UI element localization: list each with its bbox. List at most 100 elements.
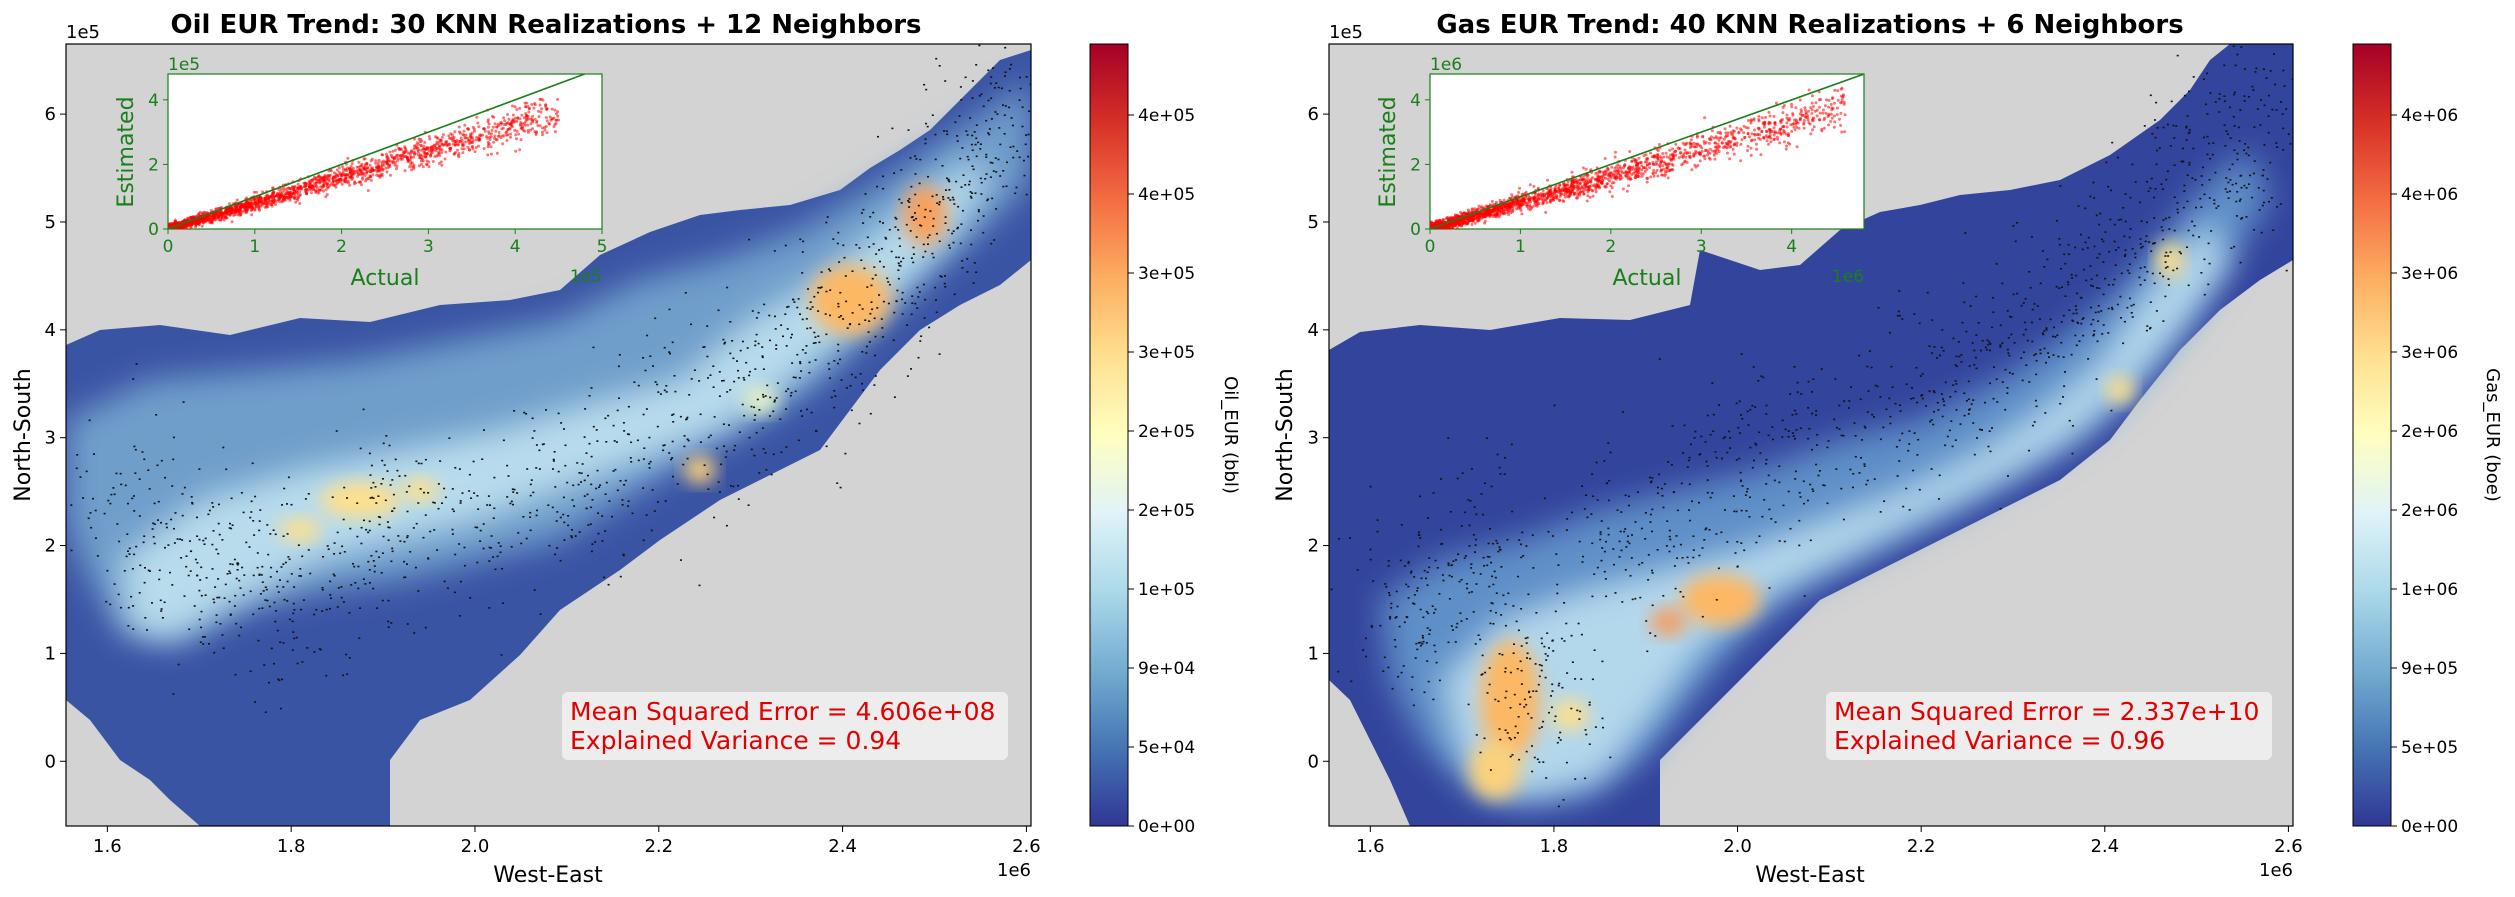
well-point: [513, 488, 516, 491]
scatter-point: [556, 97, 559, 101]
well-point: [961, 260, 964, 262]
well-point: [1574, 678, 1577, 680]
well-point: [451, 528, 454, 531]
well-point: [992, 170, 995, 172]
well-point: [1630, 557, 1633, 559]
well-point: [506, 464, 509, 467]
scatter-point: [366, 189, 370, 193]
well-point: [1466, 587, 1469, 590]
well-point: [2235, 200, 2238, 203]
well-point: [1526, 636, 1529, 639]
well-point: [2218, 93, 2221, 95]
well-point: [215, 621, 218, 624]
well-point: [736, 360, 738, 362]
scatter-point: [380, 153, 384, 157]
well-point: [1735, 459, 1738, 461]
well-point: [1513, 643, 1515, 645]
well-point: [1931, 319, 1934, 321]
gas-panel: Gas EUR Trend: 40 KNN Realizations + 6 N…: [1273, 10, 2503, 888]
well-point: [556, 547, 559, 549]
well-point: [2104, 231, 2107, 233]
well-point: [2151, 132, 2154, 135]
scatter-point: [379, 173, 383, 177]
well-point: [1540, 664, 1543, 667]
well-point: [2241, 217, 2244, 219]
well-point: [1474, 544, 1477, 546]
well-point: [1570, 634, 1573, 637]
well-point: [2035, 373, 2038, 376]
well-point: [387, 599, 390, 602]
well-point: [1933, 410, 1935, 413]
well-point: [2164, 261, 2167, 263]
well-point: [1968, 409, 1970, 411]
well-point: [138, 592, 141, 594]
chart-title: Gas EUR Trend: 40 KNN Realizations + 6 N…: [1436, 10, 2183, 40]
scatter-point: [505, 121, 509, 125]
well-point: [1794, 478, 1797, 480]
well-point: [151, 528, 154, 530]
well-point: [1422, 640, 1425, 643]
well-point: [843, 256, 846, 259]
well-point: [1636, 491, 1639, 493]
well-point: [1967, 398, 1970, 400]
colorbar-label: Oil_EUR (bbl): [1220, 376, 1241, 494]
well-point: [809, 308, 812, 310]
well-point: [1393, 639, 1396, 641]
well-point: [2102, 261, 2105, 263]
scatter-point: [337, 170, 341, 174]
well-point: [671, 414, 674, 416]
well-point: [1704, 528, 1707, 531]
well-point: [1447, 437, 1450, 439]
well-point: [389, 484, 392, 486]
well-point: [257, 639, 260, 642]
well-point: [607, 583, 610, 586]
well-point: [349, 527, 352, 530]
well-point: [1447, 562, 1450, 564]
scatter-point: [349, 170, 352, 174]
well-point: [512, 491, 515, 493]
well-point: [804, 352, 807, 354]
well-point: [1826, 502, 1829, 505]
well-point: [668, 308, 671, 311]
scatter-point: [417, 137, 421, 141]
well-point: [948, 180, 951, 183]
well-point: [2262, 68, 2265, 70]
well-point: [1389, 616, 1392, 618]
inset-x-tick-label: 5: [597, 237, 608, 257]
well-point: [923, 317, 926, 319]
scatter-point: [437, 151, 441, 155]
scatter-point: [398, 147, 401, 151]
well-point: [138, 515, 141, 517]
well-point: [252, 613, 255, 616]
well-point: [2075, 344, 2078, 347]
well-point: [2101, 333, 2104, 335]
well-point: [665, 391, 668, 393]
well-point: [1668, 550, 1671, 553]
well-point: [1586, 516, 1589, 519]
well-point: [523, 411, 526, 414]
well-point: [836, 482, 839, 484]
well-point: [806, 327, 809, 330]
well-point: [570, 536, 573, 539]
well-point: [764, 395, 767, 397]
well-point: [1815, 463, 1818, 466]
well-point: [618, 354, 621, 356]
scatter-point: [440, 148, 444, 152]
well-point: [1793, 366, 1796, 368]
well-point: [1441, 543, 1444, 545]
well-point: [571, 499, 574, 501]
well-point: [406, 563, 408, 565]
well-point: [2200, 206, 2203, 208]
well-point: [1490, 485, 1493, 488]
scatter-point: [433, 155, 437, 159]
scatter-point: [366, 176, 370, 180]
well-point: [1644, 538, 1647, 540]
well-point: [198, 589, 201, 592]
well-point: [1421, 643, 1424, 645]
well-point: [2271, 108, 2274, 111]
well-point: [827, 362, 830, 365]
scatter-point: [250, 213, 254, 217]
well-point: [2200, 272, 2203, 274]
well-point: [1613, 563, 1615, 566]
well-point: [451, 533, 454, 535]
